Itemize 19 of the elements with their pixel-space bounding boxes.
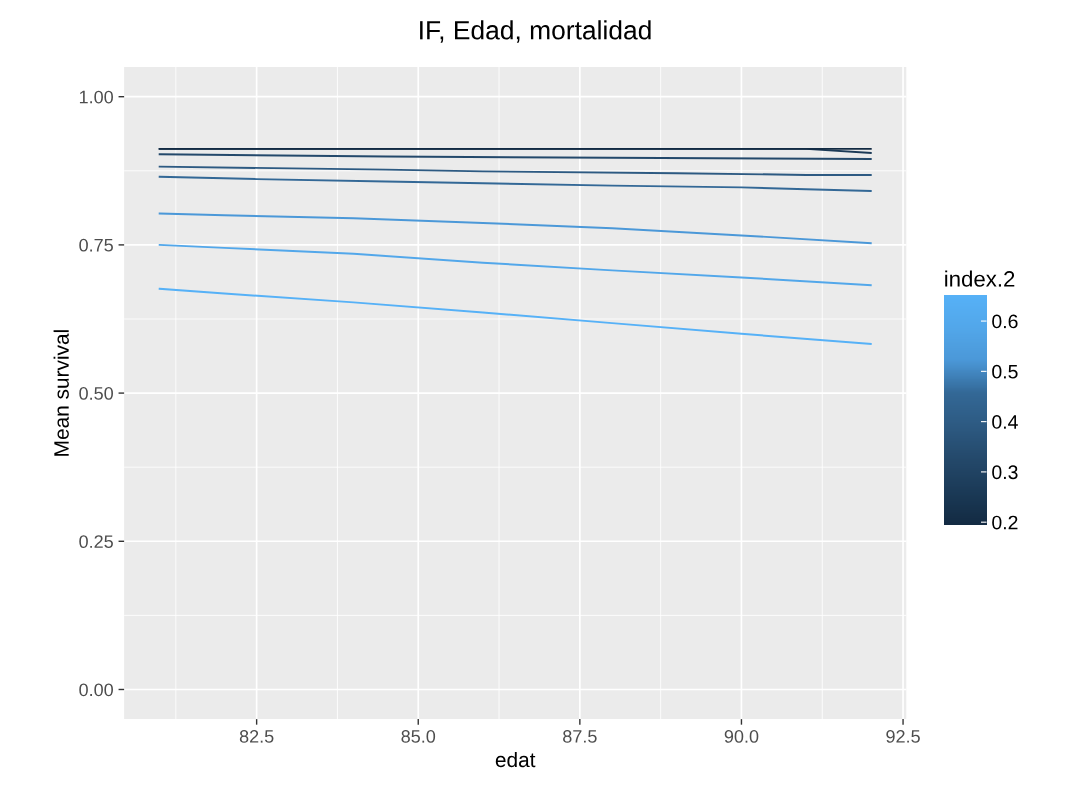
color-bar-label: 0.2 (992, 515, 1018, 530)
x-tick-label: 85.0 (401, 730, 436, 743)
color-bar-label: 0.5 (992, 364, 1018, 379)
y-tick-label: 0.75 (79, 238, 113, 252)
x-tick-label: 90.0 (724, 730, 759, 743)
color-bar-label: 0.4 (992, 415, 1018, 429)
y-tick-label: 1.00 (79, 90, 113, 104)
x-tick-label: 82.5 (239, 730, 274, 743)
y-tick-label: 0.00 (79, 683, 113, 697)
y-tick-label: 0.50 (79, 387, 113, 400)
x-tick-label: 92.5 (886, 730, 920, 743)
x-axis-title: edat (495, 751, 536, 768)
chart-title: IF, Edad, mortalidad (420, 20, 651, 43)
color-bar-label: 0.6 (992, 314, 1018, 329)
x-tick-label: 87.5 (563, 730, 597, 743)
y-axis-title: Mean survival (53, 330, 69, 456)
color-bar-label: 0.3 (992, 465, 1018, 480)
color-bar-title: index.2 (945, 270, 1015, 287)
y-tick-label: 0.25 (79, 535, 113, 549)
